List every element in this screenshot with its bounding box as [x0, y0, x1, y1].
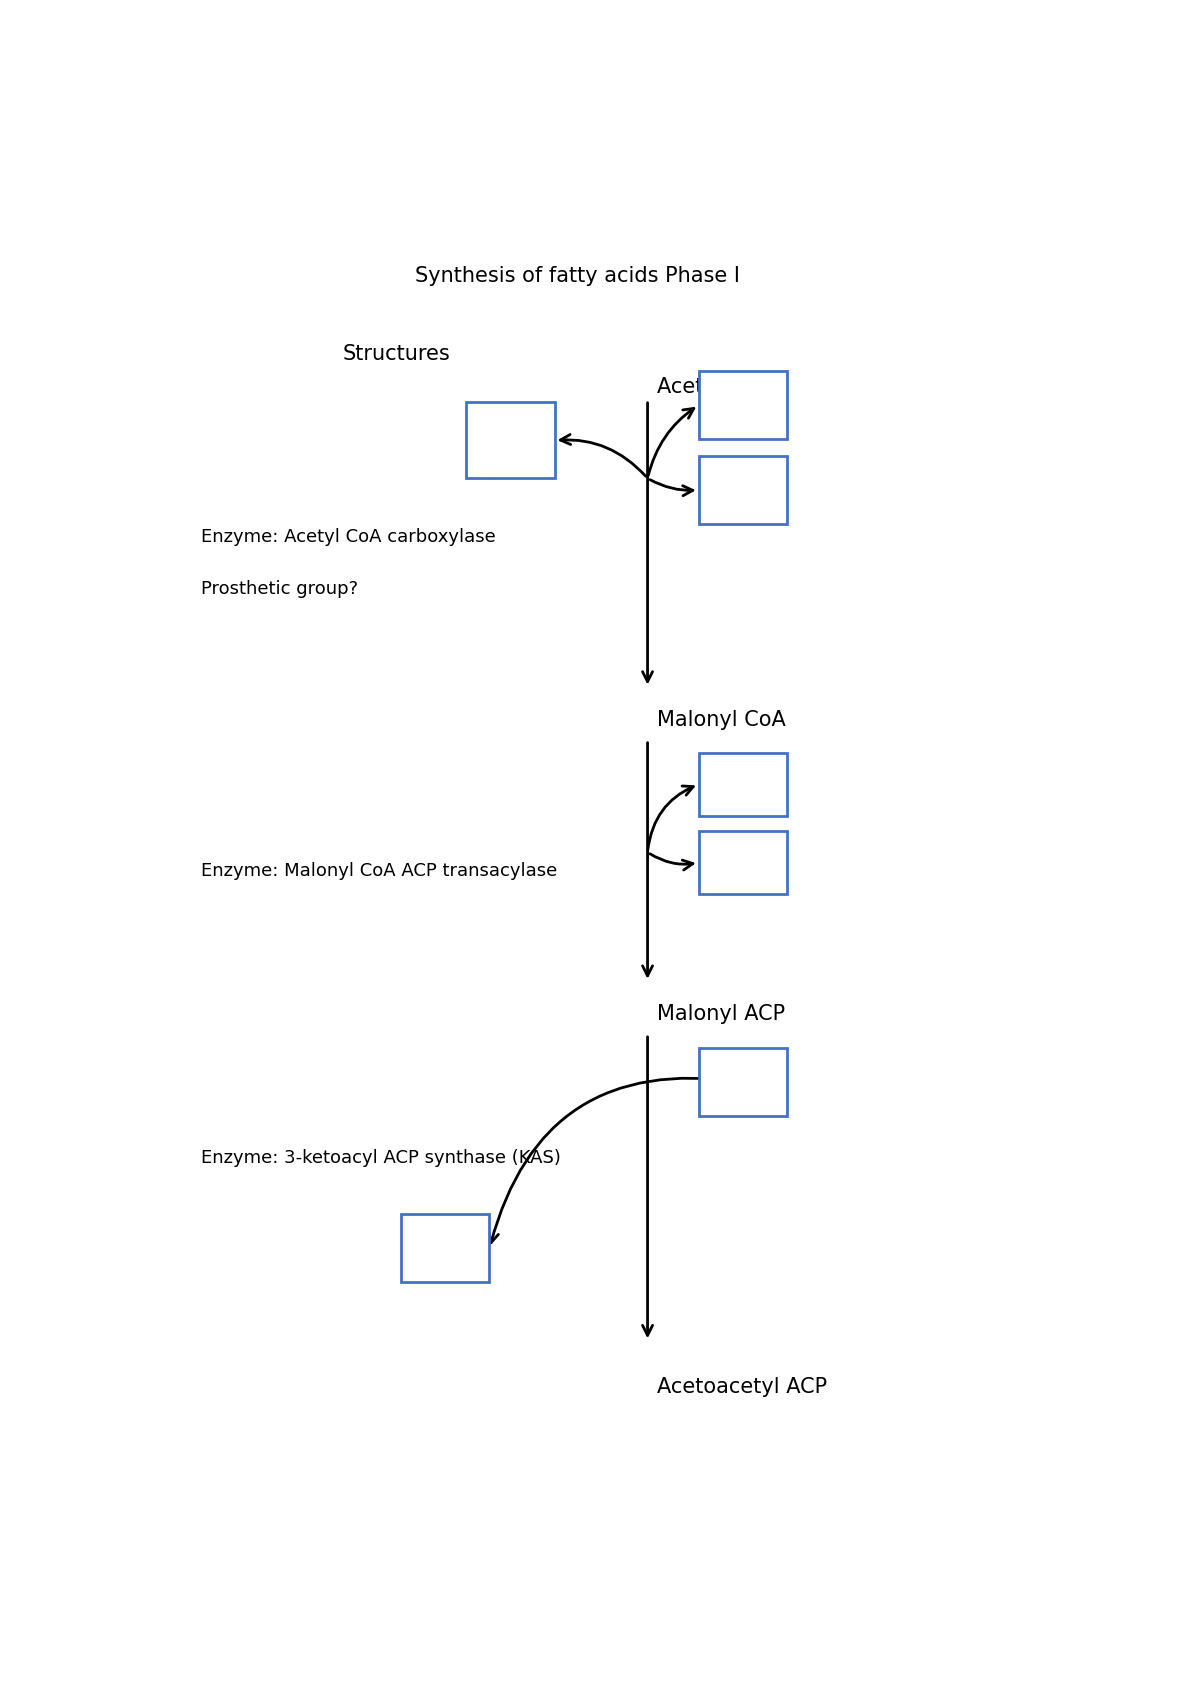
Bar	[467, 402, 554, 479]
Text: Prosthetic group?: Prosthetic group?	[202, 581, 359, 598]
Text: Malonyl CoA: Malonyl CoA	[656, 710, 786, 730]
Text: Enzyme: Acetyl CoA carboxylase: Enzyme: Acetyl CoA carboxylase	[202, 528, 496, 547]
Bar	[698, 752, 787, 815]
Text: Acetoacetyl ACP: Acetoacetyl ACP	[656, 1377, 827, 1397]
Text: Structures: Structures	[342, 345, 450, 363]
Text: Malonyl ACP: Malonyl ACP	[656, 1005, 785, 1024]
Bar	[698, 1048, 787, 1116]
Text: Enzyme: Malonyl CoA ACP transacylase: Enzyme: Malonyl CoA ACP transacylase	[202, 861, 557, 880]
Text: Synthesis of fatty acids Phase I: Synthesis of fatty acids Phase I	[415, 265, 740, 285]
Bar	[698, 372, 787, 440]
Text: Enzyme: 3-ketoacyl ACP synthase (KAS): Enzyme: 3-ketoacyl ACP synthase (KAS)	[202, 1150, 562, 1167]
Text: Acetyl CoA: Acetyl CoA	[656, 377, 769, 397]
Bar	[698, 832, 787, 895]
Bar	[401, 1214, 490, 1282]
Bar	[698, 457, 787, 525]
